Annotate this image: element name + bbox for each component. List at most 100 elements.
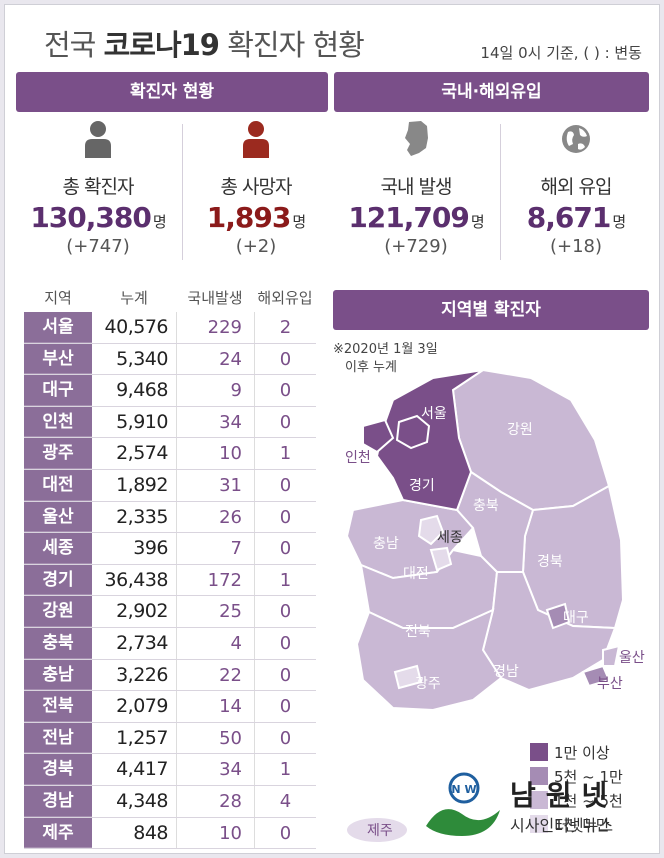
domestic-cell: 10 [176,817,254,849]
stat-value: 130,380 [30,201,152,234]
foreign-cell: 1 [254,438,316,469]
table-row: 광주 2,574 10 1 [24,438,316,470]
regional-band: 지역별 확진자 [333,290,649,330]
table-row: 경기 36,438 172 1 [24,564,316,597]
table-row: 부산 5,340 24 0 [24,343,316,376]
region-cell: 전북 [24,691,92,722]
region-jeonnam [355,608,503,712]
region-cell: 강원 [24,596,92,627]
region-cell: 대구 [24,375,92,406]
table-row: 제주 848 10 0 [24,817,316,850]
person-icon [243,121,269,158]
region-cell: 부산 [24,343,92,375]
label-daegu: 대구 [563,610,589,626]
region-gwangju [393,664,423,690]
label-seoul: 서울 [421,406,447,422]
foreign-cell: 0 [254,596,316,627]
region-busan [581,664,611,688]
basis-note: 14일 0시 기준, ( ) : 변동 [480,44,642,62]
stat-change: (+747) [66,236,130,257]
foreign-cell: 0 [254,627,316,659]
logo-emblem-icon: N W [426,772,500,836]
region-cell: 충남 [24,659,92,691]
legend-item: 1천 미만 [530,812,623,836]
total-cell: 36,438 [104,568,169,591]
stat-total-deaths: 총 사망자 1,893 명 (+2) [176,120,336,257]
region-table: 지역 누계 국내발생 해외유입 서울 40,576 229 2 부산 5,340 24 0 대구… [24,282,316,850]
header-domestic: 국내발생 [187,288,243,307]
stat-value: 1,893 [206,201,292,234]
total-cell: 3,226 [116,663,168,686]
stat-label: 국내 발생 [380,176,453,198]
region-daejeon [429,546,453,572]
table-row: 경북 4,417 34 1 [24,754,316,786]
label-chungbuk: 충북 [473,498,499,514]
foreign-cell: 1 [254,564,316,596]
region-jeju [347,818,407,842]
domestic-foreign-band: 국내·해외유입 [334,72,649,112]
label-busan: 부산 [597,676,623,692]
legend-item: 5천 ~ 1만 [530,764,623,788]
table-row: 경남 4,348 28 4 [24,785,316,818]
domestic-cell: 14 [176,691,254,722]
domestic-cell: 28 [176,785,254,817]
page-title: 전국 코로나19 확진자 현황 [44,28,365,62]
stat-change: (+729) [384,236,448,257]
stat-value: 121,709 [348,201,470,234]
foreign-cell: 1 [254,754,316,785]
region-daegu [545,602,571,630]
label-sejong: 세종 [437,530,463,546]
foreign-cell: 0 [254,375,316,406]
header-total: 누계 [120,288,148,307]
domestic-cell: 10 [176,438,254,469]
foreign-cell: 0 [254,533,316,564]
legend-item: 1만 이상 [530,740,623,764]
total-cell: 2,079 [116,695,168,718]
domestic-cell: 34 [176,406,254,438]
region-seoul [395,414,431,450]
table-row: 강원 2,902 25 0 [24,596,316,628]
label-gyeongnam: 경남 [493,664,519,680]
table-row: 전북 2,079 14 0 [24,691,316,723]
total-cell: 4,348 [116,789,168,812]
domestic-cell: 34 [176,754,254,785]
foreign-cell: 0 [254,501,316,533]
divider [500,124,501,260]
divider [182,124,183,260]
foreign-cell: 0 [254,659,316,691]
region-incheon [362,418,395,454]
total-cell: 5,910 [116,410,168,433]
region-cell: 경기 [24,564,92,596]
namwon-net-logo: N W 남원넷 시사인터넷뉴스 [422,770,652,850]
region-cell: 충북 [24,627,92,659]
table-row: 울산 2,335 26 0 [24,501,316,534]
region-cell: 울산 [24,501,92,533]
total-cell: 1,892 [116,473,168,496]
region-ulsan [602,644,621,667]
label-jeonnam: 전남 [379,714,405,730]
logo-subtitle: 시사인터넷뉴스 [510,816,614,835]
domestic-cell: 24 [176,343,254,375]
stat-change: (+18) [549,236,603,257]
domestic-cell: 4 [176,627,254,659]
stat-label: 총 확진자 [62,176,135,198]
globe-icon [562,125,590,153]
domestic-cell: 7 [176,533,254,564]
total-cell: 9,468 [116,379,168,402]
stat-foreign: 해외 유입 8,671 명 (+18) [496,120,656,257]
header-foreign: 해외유입 [257,288,313,307]
domestic-cell: 172 [176,564,254,596]
table-row: 세종 396 7 0 [24,533,316,565]
region-cell: 인천 [24,406,92,438]
label-jeju: 제주 [367,823,393,839]
label-chungnam: 충남 [373,536,399,552]
foreign-cell: 4 [254,785,316,817]
logo-name: 남원넷 [510,779,618,812]
label-ulsan: 울산 [619,650,645,666]
label-gyeonggi: 경기 [409,478,435,494]
label-gangwon: 강원 [507,422,533,438]
stat-value: 8,671 [526,201,612,234]
stat-label: 해외 유입 [540,176,613,198]
table-row: 대구 9,468 9 0 [24,375,316,407]
label-gwangju: 광주 [415,676,441,692]
